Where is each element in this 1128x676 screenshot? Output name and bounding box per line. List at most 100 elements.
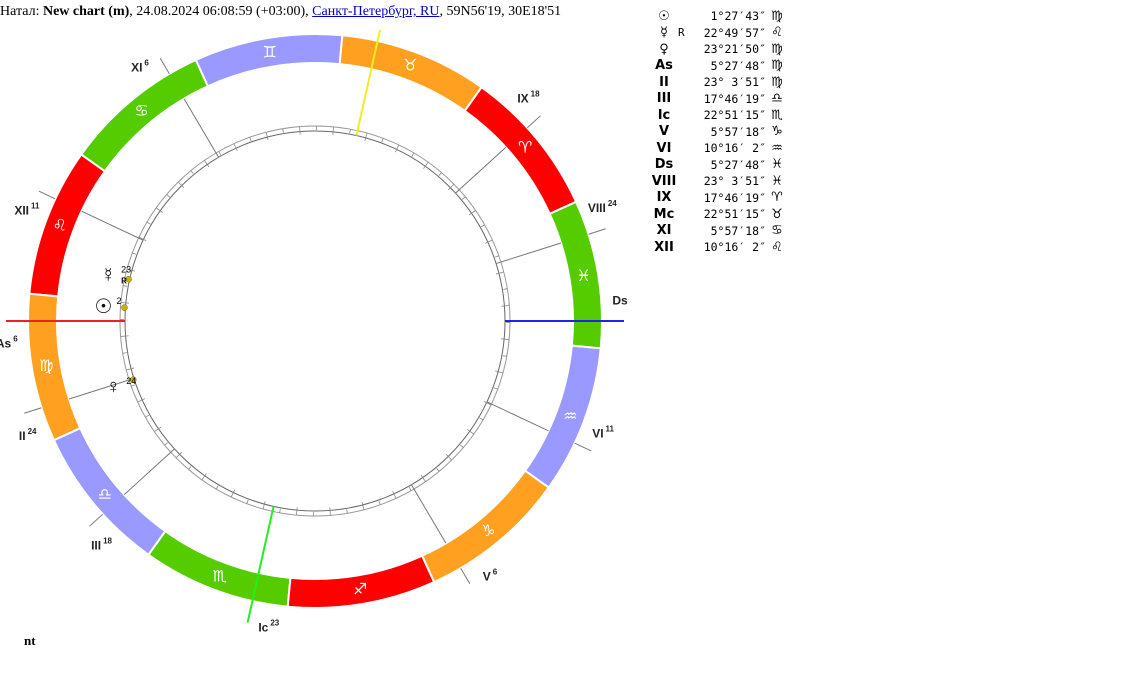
degree-tick [495, 370, 504, 374]
degree-tick [122, 352, 127, 354]
mercury-marker [125, 275, 132, 283]
sun-marker [121, 304, 128, 311]
location-link[interactable]: Санкт-Петербург, RU [312, 4, 440, 19]
position-degree: 5°57′18″ [710, 124, 766, 139]
degree-tick [145, 414, 150, 418]
sign-icon: ♌ [771, 239, 783, 255]
sign-icon: ♑ [771, 124, 783, 140]
position-degree: 5°27′48″ [710, 157, 766, 172]
degree-tick [346, 509, 348, 514]
cusp-label-iii: III 18 [91, 536, 112, 552]
position-row-vi: VI 10°16′ 2″ ♒ [650, 140, 786, 157]
cusp-label-ii: II 24 [19, 427, 37, 443]
degree-tick [138, 236, 147, 241]
house-cusp-outer-viii [588, 228, 606, 235]
degree-tick [188, 466, 192, 470]
degree-tick [501, 338, 510, 340]
sign-icon: ♌ [771, 25, 783, 41]
degree-tick [502, 355, 507, 357]
degree-tick [123, 285, 128, 287]
axis-line-ic [246, 506, 275, 623]
scorpio-sign-icon: ♏ [213, 568, 227, 585]
venus-symbol: ♀ [659, 41, 669, 57]
degree-tick [484, 239, 493, 244]
degree-tick [120, 302, 129, 304]
viii-symbol: VIII [651, 173, 677, 189]
house-cusp-outer-vi [574, 442, 592, 452]
degree-tick [126, 367, 135, 371]
cusp-label-vi: VI 11 [592, 425, 614, 441]
degree-tick [436, 468, 440, 472]
venus-marker [129, 376, 137, 383]
retrograde-flag: R [678, 26, 685, 40]
degree-tick [468, 210, 476, 216]
cusp-degree: 24 [608, 199, 617, 208]
cusp-degree: 6 [144, 58, 149, 67]
degree-tick [233, 143, 238, 152]
sun-symbol: ☉ [658, 8, 670, 24]
house-cusp-v [411, 484, 447, 544]
position-row-as: As 5°27′48″ ♍ [650, 58, 786, 75]
degree-tick [480, 224, 485, 228]
degree-tick [364, 132, 368, 141]
degree-tick [501, 305, 510, 307]
house-cusp-xii [81, 210, 144, 241]
cusp-name: Ds [612, 293, 628, 307]
house-cusp-outer-xi [159, 57, 170, 74]
degree-tick [246, 499, 249, 504]
degree-tick [155, 207, 163, 213]
cusp-label-ds: Ds6 [612, 291, 630, 307]
degree-tick [262, 501, 266, 510]
positions-table: ☉ 1°27′43″ ♍ ☿ R 22°49′57″ ♌ ♀ 23°21′50″ ♍ As 5°27′… [650, 8, 786, 256]
position-row-mercury: ☿ R 22°49′57″ ♌ [650, 25, 786, 42]
sign-segment-pisces [548, 200, 603, 350]
degree-tick [448, 183, 455, 191]
degree-tick [467, 429, 475, 435]
mercury-retrograde: R [121, 277, 127, 286]
degree-tick [166, 194, 170, 198]
degree-tick [154, 426, 162, 432]
degree-tick [329, 507, 331, 516]
position-row-sun: ☉ 1°27′43″ ♍ [650, 8, 786, 25]
sign-icon: ♍ [771, 41, 783, 57]
house-cusp-outer-ii [24, 407, 42, 414]
cusp-name: II [19, 429, 26, 443]
degree-tick [462, 196, 466, 200]
sign-segment-leo [28, 153, 107, 298]
sun-icon: ☉ [95, 296, 113, 318]
cusp-label-xi: XI 6 [131, 58, 149, 74]
position-row-ii: II 23° 3′51″ ♍ [650, 74, 786, 91]
degree-tick [392, 490, 397, 499]
house-cusp-xi [183, 98, 219, 158]
ii-symbol: II [659, 74, 669, 90]
degree-ring [119, 125, 511, 517]
position-row-venus: ♀ 23°21′50″ ♍ [650, 41, 786, 58]
virgo-sign-icon: ♍ [39, 358, 53, 375]
cusp-degree: 18 [103, 536, 112, 545]
cusp-name: XII [14, 203, 29, 217]
degree-tick [349, 129, 351, 134]
cusp-name: III [91, 538, 101, 552]
sign-icon: ♍ [771, 74, 783, 90]
degree-tick [378, 500, 381, 505]
mc-symbol: Mc [653, 206, 675, 222]
degree-tick [164, 442, 168, 446]
sign-icon: ♒ [771, 140, 783, 156]
degree-tick [132, 252, 137, 255]
mercury-symbol: ☿ [660, 25, 668, 41]
position-degree: 17°46′19″ [703, 91, 766, 106]
position-degree: 1°27′43″ [710, 9, 766, 24]
position-degree: 10°16′ 2″ [703, 240, 766, 255]
position-degree: 10°16′ 2″ [703, 141, 766, 156]
degree-tick [282, 128, 284, 133]
degree-tick [495, 271, 504, 275]
chart-header: Натал: New chart (m), 24.08.2024 06:08:5… [0, 4, 561, 20]
venus-degree: 24 [126, 376, 136, 386]
cusp-name: As [0, 337, 12, 351]
degree-tick [420, 474, 426, 482]
degree-tick [131, 384, 136, 387]
header-prefix: Натал: [0, 4, 40, 19]
sign-icon: ♓ [771, 157, 783, 173]
degree-tick [120, 335, 129, 337]
house-cusp-outer-v [460, 568, 471, 585]
